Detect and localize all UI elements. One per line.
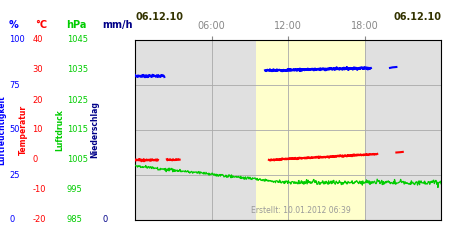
Text: Luftdruck: Luftdruck <box>55 109 64 151</box>
Text: 995: 995 <box>67 186 82 194</box>
Text: 50: 50 <box>9 126 19 134</box>
Text: -20: -20 <box>32 216 46 224</box>
Text: 100: 100 <box>9 36 25 44</box>
Text: 20: 20 <box>32 96 43 104</box>
Text: 0: 0 <box>32 156 38 164</box>
Text: 0: 0 <box>9 216 14 224</box>
Text: °C: °C <box>35 20 47 30</box>
Text: %: % <box>9 20 19 30</box>
Text: 1015: 1015 <box>67 126 88 134</box>
Text: 1045: 1045 <box>67 36 88 44</box>
Text: 1035: 1035 <box>67 66 88 74</box>
Text: Niederschlag: Niederschlag <box>90 102 99 158</box>
Text: mm/h: mm/h <box>103 20 133 30</box>
Text: 1025: 1025 <box>67 96 88 104</box>
Text: 25: 25 <box>9 170 19 179</box>
Text: Erstellt: 10.01.2012 06:39: Erstellt: 10.01.2012 06:39 <box>251 206 351 214</box>
Text: 75: 75 <box>9 80 20 90</box>
Bar <box>256 40 364 220</box>
Text: -10: -10 <box>32 186 46 194</box>
Text: 30: 30 <box>32 66 43 74</box>
Text: 10: 10 <box>32 126 43 134</box>
Text: 06.12.10: 06.12.10 <box>135 12 183 22</box>
Text: 40: 40 <box>32 36 43 44</box>
Text: Temperatur: Temperatur <box>19 105 28 155</box>
Text: hPa: hPa <box>67 20 87 30</box>
Text: 0: 0 <box>103 216 108 224</box>
Text: Luftfeuchtigkeit: Luftfeuchtigkeit <box>0 95 7 165</box>
Text: 06.12.10: 06.12.10 <box>393 12 441 22</box>
Text: 1005: 1005 <box>67 156 88 164</box>
Text: 985: 985 <box>67 216 82 224</box>
